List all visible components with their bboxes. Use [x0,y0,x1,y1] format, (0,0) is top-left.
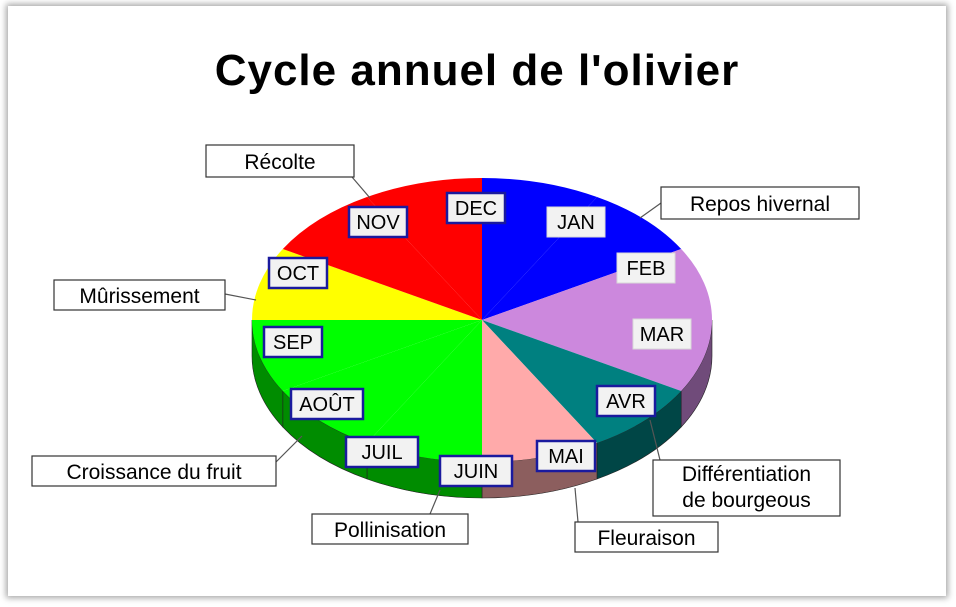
phase-label-5: Mûrissement [53,279,226,311]
phase-labels: Repos hivernal Différentiation de bourgeou… [31,144,860,553]
leader-line-1 [649,419,661,461]
month-label-feb: FEB [616,252,676,284]
month-label-box [535,439,597,473]
month-label-box [347,205,409,239]
leader-line-6 [351,176,371,199]
month-label-text: MAR [640,324,684,346]
slice-nov [282,197,482,320]
phase-label-box [31,455,277,487]
leader-line-3 [429,489,441,515]
month-label-text: AOÛT [299,393,355,416]
month-label-text: OCT [277,263,319,285]
month-label-dec: DEC [445,191,507,225]
month-label-box [262,325,324,359]
phase-label-box [311,513,469,545]
month-label-text: DEC [455,198,497,220]
phase-label-text: Fleuraison [597,527,695,550]
phase-label-text: de bourgeous [682,489,810,512]
month-label-box [438,454,514,488]
phase-label-box [652,459,841,517]
month-label-box [289,387,365,421]
pie-slices [252,178,712,462]
month-label-text: FEB [627,258,666,280]
month-label-text: SEP [273,332,313,354]
month-label-text: JAN [557,212,595,234]
leader-line-4 [275,435,303,463]
phase-label-2: Fleuraison [574,521,719,553]
month-label-juil: JUIL [344,435,420,469]
month-label-box [344,435,420,469]
phase-label-box [53,279,226,311]
month-label-mar: MAR [632,318,692,350]
month-label-oct: OCT [267,256,329,290]
month-label-août: AOÛT [289,387,365,421]
phase-label-text: Mûrissement [79,285,199,308]
phase-label-text: Repos hivernal [690,193,830,216]
month-label-mai: MAI [535,439,597,473]
phase-label-box [660,186,860,220]
month-label-box [616,252,676,284]
month-label-box [445,191,507,225]
slice-juin [482,320,597,462]
leader-lines [224,176,662,523]
month-label-text: JUIL [361,442,402,464]
phase-label-3: Pollinisation [311,513,469,545]
month-label-box [267,256,329,290]
phase-label-text: Pollinisation [334,519,446,542]
month-label-box [595,384,657,418]
phase-label-1: Différentiation de bourgeous [652,459,841,517]
month-label-text: MAI [548,446,584,468]
month-label-box [632,318,692,350]
month-label-nov: NOV [347,205,409,239]
month-label-text: JUIN [454,461,498,483]
month-label-juin: JUIN [438,454,514,488]
month-label-sep: SEP [262,325,324,359]
phase-label-text: Croissance du fruit [66,461,241,484]
leader-line-2 [574,487,579,523]
leader-line-5 [224,293,257,301]
phase-label-text: Récolte [244,151,315,174]
phase-label-0: Repos hivernal [660,186,860,220]
month-label-avr: AVR [595,384,657,418]
month-label-box [546,206,606,238]
leader-line-0 [639,202,662,219]
phase-label-box [205,144,355,178]
phase-label-text: Différentiation [682,463,811,486]
phase-label-6: Récolte [205,144,355,178]
month-label-text: NOV [356,212,400,234]
phase-label-4: Croissance du fruit [31,455,277,487]
slice-juil [367,320,482,462]
month-label-jan: JAN [546,206,606,238]
month-label-text: AVR [606,391,646,413]
chart-title: Cycle annuel de l'olivier [214,46,740,95]
month-labels: JAN FEB MAR AVR MAI JUIN JUIL AOÛT SEP OCT NOV DEC [262,191,692,488]
slice-feb [482,197,682,320]
phase-label-box [574,521,719,553]
